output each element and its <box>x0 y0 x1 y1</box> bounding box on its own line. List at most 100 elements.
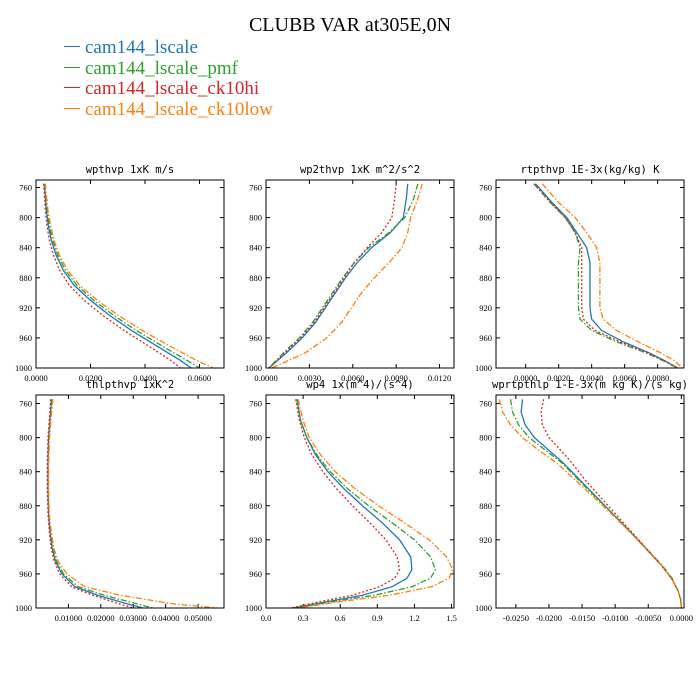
x-tick-label: 0.03000 <box>119 613 147 623</box>
legend-item: cam144_lscale_pmf <box>64 57 273 80</box>
y-tick-label: 960 <box>249 333 262 343</box>
y-tick-label: 920 <box>19 303 32 313</box>
series-line <box>44 183 200 368</box>
series-line <box>293 399 413 608</box>
x-tick-label: 0.0060 <box>613 373 636 383</box>
y-tick-label: 1000 <box>245 363 262 373</box>
plot-frame <box>35 394 225 609</box>
y-tick-label: 840 <box>19 467 32 477</box>
figure-title: CLUBB VAR at305E,0N <box>248 14 452 36</box>
y-tick-label: 840 <box>479 467 492 477</box>
x-tick-label: 0.0120 <box>428 373 451 383</box>
x-tick-label: 0.0200 <box>79 373 102 383</box>
legend-label: cam144_lscale_ck10low <box>85 98 273 120</box>
series-line <box>42 183 181 368</box>
chart-panel: wp4 1x(m^4)/(s^4)76080084088092096010000… <box>245 379 457 623</box>
x-tick-label: -0.0050 <box>635 613 661 623</box>
x-tick-label: -0.0250 <box>503 613 529 623</box>
series-line <box>541 183 683 368</box>
x-tick-label: -0.0200 <box>536 613 562 623</box>
y-tick-label: 1000 <box>15 363 32 373</box>
series-line <box>268 183 397 368</box>
x-tick-label: 0.0000 <box>24 373 47 383</box>
y-tick-label: 760 <box>19 399 32 409</box>
series-line <box>533 183 678 368</box>
x-tick-label: -0.0150 <box>569 613 595 623</box>
chart-title: wp4 1x(m^4)/(s^4) <box>306 379 413 391</box>
legend-item: cam144_lscale_ck10hi <box>64 78 273 100</box>
series-line <box>297 399 454 608</box>
y-tick-label: 800 <box>19 433 32 443</box>
y-tick-label: 1000 <box>475 363 492 373</box>
x-tick-label: 1.5 <box>446 613 457 623</box>
x-tick-label: 0.0600 <box>188 373 211 383</box>
y-tick-label: 880 <box>19 501 32 511</box>
legend-label: cam144_lscale_pmf <box>85 57 239 79</box>
series-line <box>271 183 423 368</box>
legend-swatch <box>64 66 80 68</box>
legend-swatch <box>64 107 80 109</box>
series-line <box>290 399 401 608</box>
series-line <box>498 399 682 608</box>
legend: cam144_lscale cam144_lscale_pmf cam144_l… <box>64 37 273 121</box>
y-tick-label: 880 <box>19 273 32 283</box>
y-tick-label: 960 <box>249 569 262 579</box>
legend-swatch <box>64 46 80 48</box>
series-line <box>295 399 437 608</box>
y-tick-label: 840 <box>249 467 262 477</box>
x-tick-label: 0.0000 <box>514 373 537 383</box>
y-tick-label: 840 <box>249 243 262 253</box>
chart-title: wprtpthlp 1-E-3x(m kg K)/(s kg) <box>492 379 688 391</box>
chart-panel: wp2thvp 1xK m^2/s^2 760 800 840 880 920 960 100… <box>245 164 455 383</box>
plot-frame <box>495 394 685 609</box>
y-tick-label: 800 <box>249 433 262 443</box>
y-tick-label: 760 <box>19 183 32 193</box>
chart-title: thlpthvp 1xK^2 <box>86 379 175 391</box>
x-tick-label: 0.0000 <box>670 613 693 623</box>
x-tick-label: 1.2 <box>409 613 420 623</box>
y-tick-label: 760 <box>249 183 262 193</box>
x-tick-label: 0.9 <box>372 613 383 623</box>
series-line <box>43 183 192 368</box>
chart-panel: wpthvp 1xK m/s 760 800 840 880 920 960 10000.00… <box>15 164 225 383</box>
y-tick-label: 920 <box>249 535 262 545</box>
chart-panel: wprtpthlp 1-E-3x(m kg K)/(s kg)760 800 840… <box>475 379 693 623</box>
series-line <box>47 399 218 608</box>
series-line <box>509 399 682 608</box>
plot-frame <box>35 179 225 369</box>
chart-title: wp2thvp 1xK m^2/s^2 <box>300 164 420 176</box>
series-line <box>46 399 134 608</box>
chart-title: wpthvp 1xK m/s <box>86 164 175 176</box>
x-tick-label: -0.0100 <box>602 613 628 623</box>
y-tick-label: 1000 <box>15 603 32 613</box>
y-tick-label: 1000 <box>475 603 492 613</box>
y-tick-label: 840 <box>19 243 32 253</box>
legend-item: cam144_lscale <box>64 37 273 59</box>
plot-frame <box>265 179 455 369</box>
y-tick-label: 760 <box>479 399 492 409</box>
y-tick-label: 960 <box>479 569 492 579</box>
y-tick-label: 960 <box>479 333 492 343</box>
plot-frame <box>265 394 455 609</box>
legend-item: cam144_lscale_ck10low <box>64 98 273 121</box>
y-tick-label: 880 <box>479 501 492 511</box>
x-tick-label: 0.0080 <box>646 373 669 383</box>
x-tick-label: 0.0020 <box>547 373 570 383</box>
series-line <box>44 183 214 368</box>
legend-swatch <box>64 87 80 89</box>
series-line <box>268 183 419 368</box>
x-tick-label: 0.0060 <box>341 373 364 383</box>
y-tick-label: 880 <box>249 273 262 283</box>
y-tick-label: 920 <box>479 535 492 545</box>
legend-label: cam144_lscale_ck10hi <box>85 78 260 99</box>
y-tick-label: 920 <box>19 535 32 545</box>
y-tick-label: 920 <box>479 303 492 313</box>
x-tick-label: 0.3 <box>298 613 309 623</box>
x-tick-label: 0.6 <box>335 613 346 623</box>
legend-label: cam144_lscale <box>85 37 198 58</box>
x-tick-label: 0.0040 <box>580 373 603 383</box>
chart-panel: thlpthvp 1xK^2 760 800 840 880 920 960 1000 0.01… <box>15 379 225 623</box>
series-line <box>268 183 409 368</box>
y-tick-label: 800 <box>19 213 32 223</box>
